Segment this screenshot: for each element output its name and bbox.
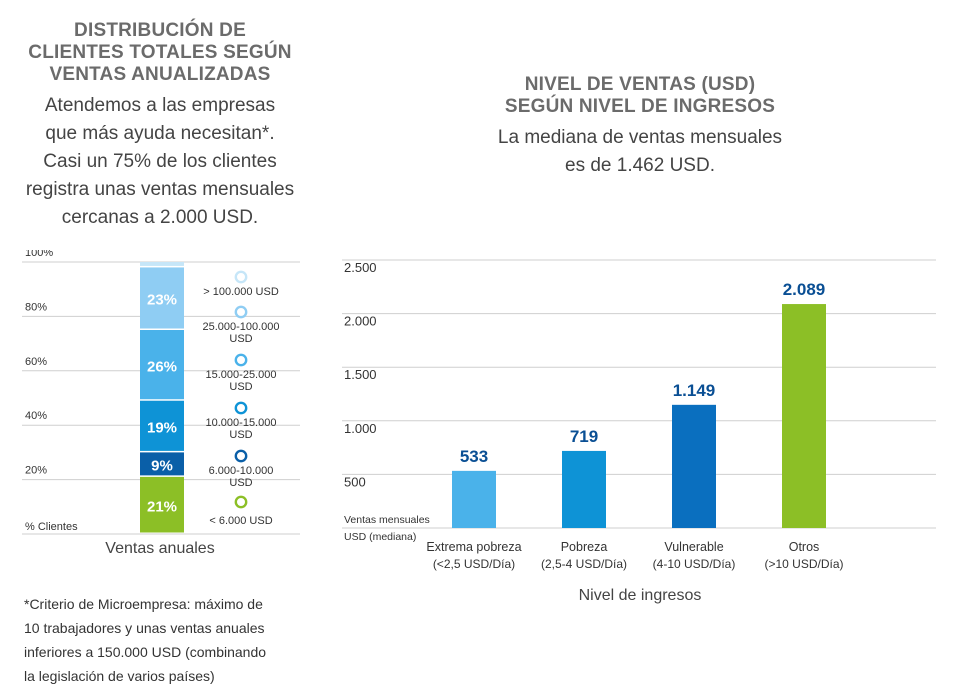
left-subtitle-line: cercanas a 2.000 USD. <box>61 207 259 228</box>
legend-label: USD <box>229 333 252 345</box>
left-chart-title: DISTRIBUCIÓN DE CLIENTES TOTALES SEGÚN V… <box>20 20 300 86</box>
bar-value-label: 533 <box>460 447 488 466</box>
category-sublabel: (4-10 USD/Día) <box>653 557 736 571</box>
legend-label: 10.000-15.000 <box>206 417 277 429</box>
segment-value-label: 19% <box>147 420 177 437</box>
y-tick-label: 40% <box>25 410 47 422</box>
right-chart-subtitle: La mediana de ventas mensuales es de 1.4… <box>440 124 840 180</box>
right-x-axis-label: Nivel de ingresos <box>578 587 702 604</box>
income-bar <box>452 470 496 528</box>
left-subtitle-line: registra unas ventas mensuales <box>25 179 295 200</box>
footnote-line: *Criterio de Microempresa: máximo de <box>24 596 263 612</box>
right-subtitle-line: La mediana de ventas mensuales <box>497 127 783 148</box>
category-sublabel: (2,5-4 USD/Día) <box>541 557 627 571</box>
y-axis-label: Ventas mensuales <box>344 514 430 526</box>
segment-value-label: 23% <box>147 292 177 309</box>
legend-label: 25.000-100.000 <box>202 321 279 333</box>
left-subtitle-line: Atendemos a las empresas <box>44 95 276 116</box>
y-tick-label: 2.500 <box>344 260 377 275</box>
legend-marker <box>234 449 248 463</box>
y-axis-label: % Clientes <box>25 521 78 533</box>
left-x-axis-label: Ventas anuales <box>105 540 215 557</box>
legend-marker <box>234 353 248 367</box>
legend-marker <box>234 401 248 415</box>
legend-label: USD <box>229 429 252 441</box>
y-tick-label: 80% <box>25 301 47 313</box>
category-label: Extrema pobreza <box>426 540 521 554</box>
category-sublabel: (>10 USD/Día) <box>764 557 843 571</box>
bar-value-label: 2.089 <box>783 280 826 299</box>
right-chart-title: NIVEL DE VENTAS (USD) SEGÚN NIVEL DE ING… <box>440 74 840 118</box>
sales-by-income-chart: 500 1.000 1.500 2.000 2.500 533 719 1.149 2.089… <box>342 259 936 571</box>
stack-segment <box>140 262 184 266</box>
legend-label: 15.000-25.000 <box>206 369 277 381</box>
legend-marker <box>234 495 248 509</box>
income-bar <box>672 404 716 528</box>
stacked-distribution-chart: 20% 40% 60% 80% 100% 21% 9% 19% 26% 23% < 6.000 … <box>22 250 300 535</box>
segment-value-label: 21% <box>147 498 177 515</box>
y-tick-label: 1.500 <box>344 367 377 382</box>
y-tick-label: 100% <box>25 250 53 259</box>
y-tick-label: 2.000 <box>344 314 377 329</box>
left-title-line: VENTAS ANUALIZADAS <box>49 64 271 85</box>
category-label: Otros <box>789 540 820 554</box>
left-subtitle-line: que más ayuda necesitan*. <box>45 123 275 144</box>
segment-value-label: 26% <box>147 358 177 375</box>
right-title-line: SEGÚN NIVEL DE INGRESOS <box>504 96 776 117</box>
income-bar <box>782 304 826 528</box>
left-chart-subtitle: Atendemos a las empresas que más ayuda n… <box>10 92 310 232</box>
y-tick-label: 500 <box>344 474 366 489</box>
stack-segment <box>140 452 184 476</box>
footnote: *Criterio de Microempresa: máximo de 10 … <box>24 592 314 688</box>
legend-label: > 100.000 USD <box>203 286 279 298</box>
segment-value-label: 9% <box>151 458 173 475</box>
y-axis-label: USD (mediana) <box>344 531 416 543</box>
category-label: Vulnerable <box>664 540 723 554</box>
bar-value-label: 1.149 <box>673 381 716 400</box>
category-label: Pobreza <box>561 540 608 554</box>
left-title-line: DISTRIBUCIÓN DE <box>74 20 246 41</box>
stack-segment <box>140 400 184 451</box>
footnote-line: la legislación de varios países) <box>24 668 215 684</box>
legend-label: < 6.000 USD <box>209 515 272 527</box>
footnote-line: 10 trabajadores y unas ventas anuales <box>24 620 265 636</box>
legend-marker <box>234 270 248 284</box>
stack-segment <box>140 330 184 400</box>
legend-label: 6.000-10.000 <box>209 465 274 477</box>
right-title-line: NIVEL DE VENTAS (USD) <box>524 74 756 95</box>
y-tick-label: 20% <box>25 465 47 477</box>
footnote-line: inferiores a 150.000 USD (combinando <box>24 644 267 660</box>
legend-label: USD <box>229 477 252 489</box>
legend-marker <box>234 305 248 319</box>
stack-segment <box>140 267 184 329</box>
left-subtitle-line: Casi un 75% de los clientes <box>43 151 277 172</box>
category-sublabel: (<2,5 USD/Día) <box>433 557 515 571</box>
income-bar <box>562 450 606 528</box>
left-title-line: CLIENTES TOTALES SEGÚN <box>28 42 292 63</box>
y-tick-label: 1.000 <box>344 421 377 436</box>
right-subtitle-line: es de 1.462 USD. <box>565 155 715 176</box>
legend-label: USD <box>229 381 252 393</box>
stack-segment <box>140 476 184 533</box>
y-tick-label: 60% <box>25 356 47 368</box>
bar-value-label: 719 <box>570 427 598 446</box>
